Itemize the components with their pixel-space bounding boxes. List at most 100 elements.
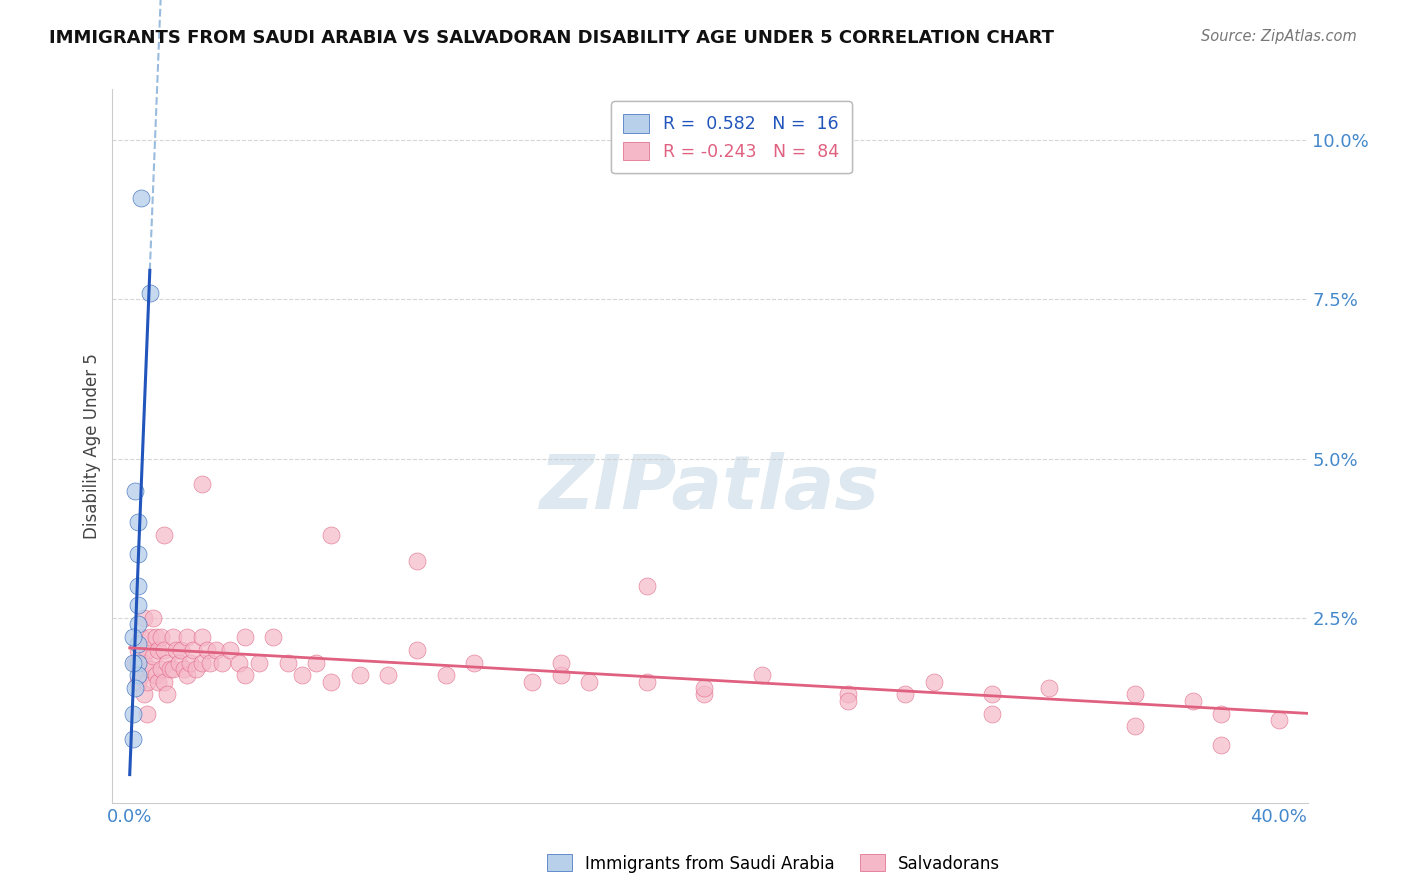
Point: [1211, 739, 1233, 753]
Point: [139, 662, 162, 676]
Point: [894, 688, 917, 702]
Point: [319, 674, 342, 689]
Point: [153, 674, 176, 689]
Point: [127, 599, 149, 613]
Point: [463, 656, 485, 670]
Point: [837, 688, 859, 702]
Point: [165, 643, 187, 657]
Point: [142, 649, 165, 664]
Point: [305, 656, 328, 670]
Point: [195, 643, 218, 657]
Point: [179, 656, 201, 670]
Point: [550, 668, 572, 682]
Point: [145, 668, 167, 682]
Point: [190, 656, 212, 670]
Point: [1123, 688, 1146, 702]
Point: [150, 662, 173, 676]
Legend: R =  0.582   N =  16, R = -0.243   N =  84: R = 0.582 N = 16, R = -0.243 N = 84: [612, 102, 852, 173]
Point: [136, 674, 159, 689]
Point: [837, 694, 859, 708]
Point: [153, 528, 176, 542]
Point: [127, 656, 149, 670]
Point: [1123, 719, 1146, 733]
Point: [121, 706, 143, 721]
Point: [980, 688, 1002, 702]
Point: [129, 630, 152, 644]
Point: [132, 688, 155, 702]
Point: [127, 668, 149, 682]
Point: [121, 630, 143, 644]
Point: [136, 706, 159, 721]
Point: [406, 554, 429, 568]
Point: [127, 643, 149, 657]
Point: [162, 662, 184, 676]
Point: [211, 656, 233, 670]
Point: [127, 579, 149, 593]
Point: [922, 674, 945, 689]
Point: [693, 681, 716, 695]
Point: [127, 674, 149, 689]
Point: [139, 630, 162, 644]
Point: [550, 656, 572, 670]
Point: [1211, 706, 1233, 721]
Point: [1181, 694, 1204, 708]
Point: [127, 636, 149, 650]
Point: [406, 643, 429, 657]
Point: [434, 668, 457, 682]
Point: [205, 643, 228, 657]
Text: ZIPatlas: ZIPatlas: [540, 452, 880, 525]
Point: [1038, 681, 1060, 695]
Point: [121, 732, 143, 747]
Text: Source: ZipAtlas.com: Source: ZipAtlas.com: [1201, 29, 1357, 45]
Point: [636, 674, 658, 689]
Text: IMMIGRANTS FROM SAUDI ARABIA VS SALVADORAN DISABILITY AGE UNDER 5 CORRELATION CH: IMMIGRANTS FROM SAUDI ARABIA VS SALVADOR…: [49, 29, 1054, 47]
Point: [148, 674, 170, 689]
Point: [170, 643, 193, 657]
Point: [132, 611, 155, 625]
Point: [377, 668, 399, 682]
Point: [176, 630, 198, 644]
Point: [129, 668, 152, 682]
Point: [520, 674, 543, 689]
Point: [578, 674, 600, 689]
Point: [233, 630, 256, 644]
Point: [319, 528, 342, 542]
Point: [127, 516, 149, 530]
Point: [349, 668, 371, 682]
Point: [148, 643, 170, 657]
Point: [124, 681, 146, 695]
Point: [233, 668, 256, 682]
Point: [124, 483, 146, 498]
Point: [127, 547, 149, 561]
Point: [173, 662, 195, 676]
Point: [291, 668, 314, 682]
Point: [181, 643, 204, 657]
Point: [132, 656, 155, 670]
Point: [751, 668, 773, 682]
Point: [129, 190, 152, 204]
Point: [150, 630, 173, 644]
Point: [198, 656, 221, 670]
Point: [124, 656, 146, 670]
Point: [127, 617, 149, 632]
Point: [145, 630, 167, 644]
Point: [167, 656, 190, 670]
Point: [1268, 713, 1291, 727]
Point: [980, 706, 1002, 721]
Point: [156, 688, 179, 702]
Point: [277, 656, 299, 670]
Point: [136, 643, 159, 657]
Point: [693, 688, 716, 702]
Point: [162, 630, 184, 644]
Point: [139, 286, 162, 301]
Y-axis label: Disability Age Under 5: Disability Age Under 5: [83, 353, 101, 539]
Point: [184, 662, 207, 676]
Point: [190, 477, 212, 491]
Point: [153, 643, 176, 657]
Point: [176, 668, 198, 682]
Legend: Immigrants from Saudi Arabia, Salvadorans: Immigrants from Saudi Arabia, Salvadoran…: [540, 847, 1007, 880]
Point: [156, 656, 179, 670]
Point: [121, 656, 143, 670]
Point: [190, 630, 212, 644]
Point: [247, 656, 270, 670]
